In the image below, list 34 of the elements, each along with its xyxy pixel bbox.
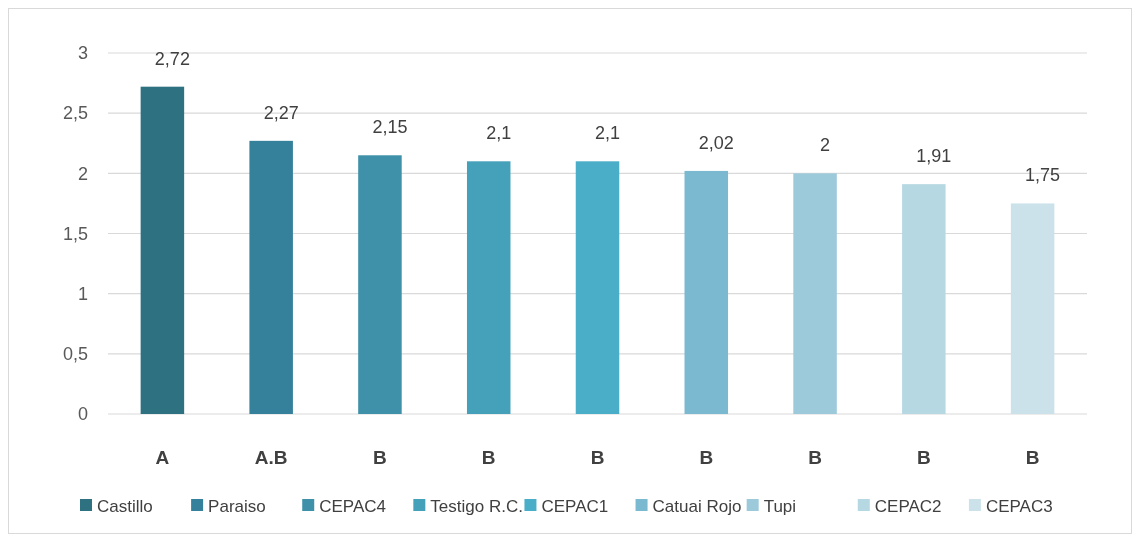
legend-label: Paraiso — [208, 496, 266, 516]
x-tick-label: B — [808, 447, 822, 468]
x-tick-label: B — [373, 447, 387, 468]
legend-label: CEPAC4 — [319, 496, 386, 516]
data-label: 2,1 — [594, 123, 621, 144]
x-tick-label: B — [699, 447, 714, 468]
legend-label: Testigo R.C. — [430, 496, 523, 516]
data-label: 2,27 — [263, 102, 299, 123]
x-tick-label: B — [916, 447, 931, 468]
x-tick-label: B — [590, 447, 605, 468]
legend-label: CEPAC3 — [985, 496, 1053, 516]
legend-label: Catuai Rojo — [652, 496, 742, 516]
data-label: 2,72 — [154, 48, 190, 69]
legend-label: Tupi — [763, 496, 797, 516]
y-tick-label: 1,5 — [62, 223, 88, 244]
y-tick-label: 3 — [77, 43, 88, 64]
y-tick-label: 2,5 — [62, 103, 88, 124]
data-label: 1,91 — [916, 146, 952, 167]
y-tick-label: 0,5 — [62, 344, 88, 365]
data-label: 2,15 — [372, 117, 408, 138]
y-tick-label: 2 — [77, 163, 88, 184]
y-tick-label: 0 — [77, 404, 88, 425]
legend-label: CEPAC2 — [874, 496, 942, 516]
legend-label: CEPAC1 — [541, 496, 609, 516]
data-label: 1,75 — [1025, 165, 1061, 186]
x-tick-label: B — [481, 447, 496, 468]
data-label: 2,02 — [698, 132, 734, 153]
x-tick-label: B — [1025, 447, 1040, 468]
legend-label: Castillo — [97, 496, 153, 516]
x-tick-label: A — [155, 447, 170, 468]
data-label: 2 — [820, 135, 831, 156]
x-tick-label: A.B — [254, 447, 288, 468]
data-label: 2,1 — [486, 123, 512, 144]
y-tick-label: 1 — [77, 283, 88, 304]
